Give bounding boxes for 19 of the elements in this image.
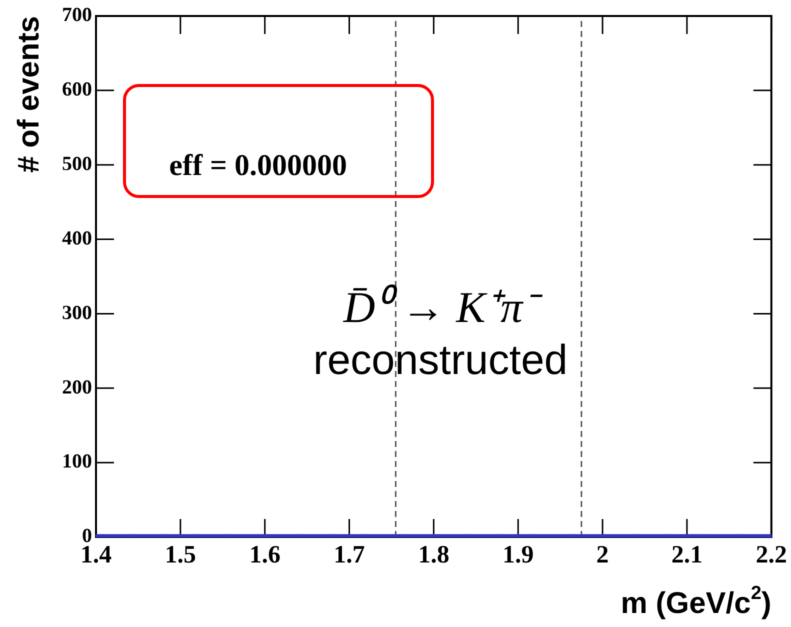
y-tick-label: 100: [62, 450, 92, 473]
annotation: D̄⁰ → K⁺π⁻: [342, 282, 544, 332]
x-tick-label: 1.5: [164, 541, 196, 568]
x-tick-label: 2.1: [671, 541, 703, 568]
x-tick-label: 1.7: [334, 541, 365, 568]
x-tick-label: 2: [596, 541, 609, 568]
y-tick-label: 500: [62, 153, 92, 176]
annotation: eff = 0.000000: [169, 148, 348, 182]
y-tick-label: 700: [62, 4, 92, 26]
y-tick-label: 400: [62, 227, 92, 250]
y-axis-title: # of events: [12, 16, 46, 173]
x-tick-label: 2.2: [756, 541, 787, 568]
y-tick-label: 200: [62, 376, 92, 398]
annotation: reconstructed: [313, 336, 568, 384]
x-tick-label: 1.8: [418, 541, 450, 568]
y-tick-label: 600: [62, 78, 92, 101]
x-tick-label: 1.9: [502, 541, 534, 568]
x-tick-label: 1.6: [249, 541, 280, 568]
y-tick-label: 300: [62, 302, 92, 324]
